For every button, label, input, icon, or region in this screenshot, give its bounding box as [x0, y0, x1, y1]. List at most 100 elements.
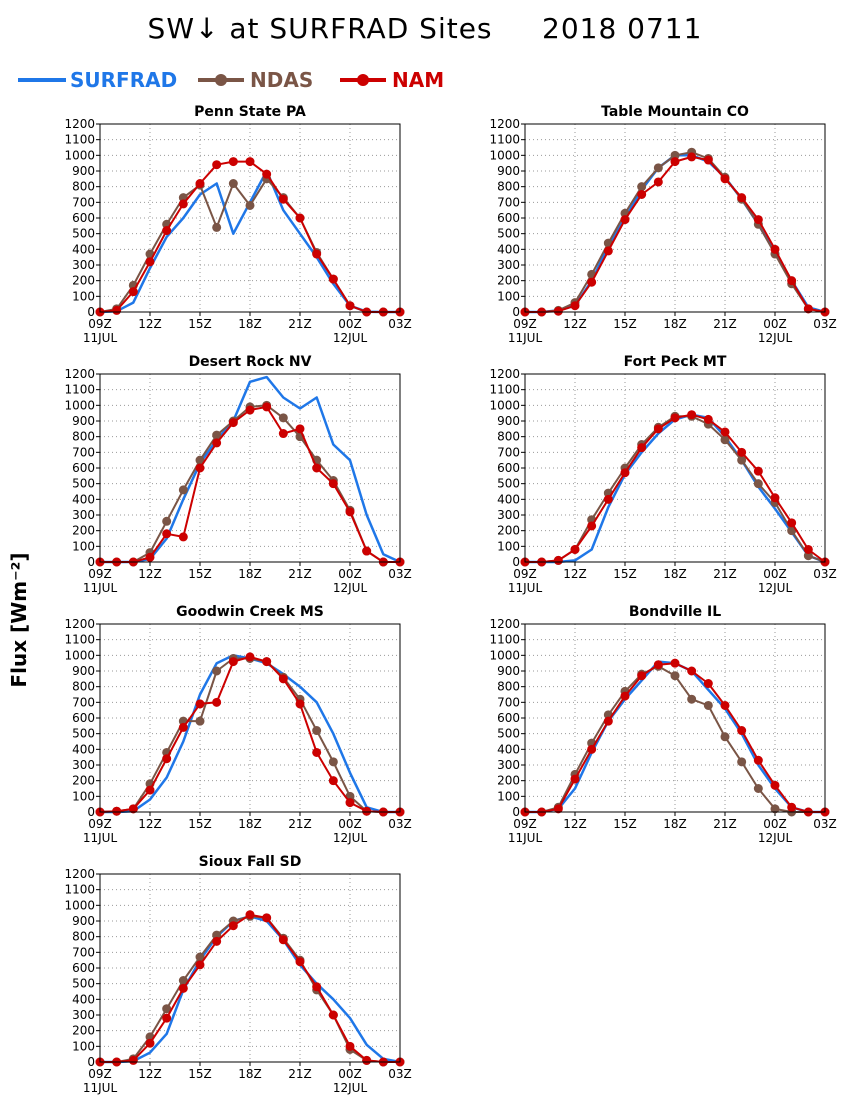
y-tick-label: 600	[72, 461, 95, 475]
y-tick-label: 500	[72, 477, 95, 491]
x-date-label: 11JUL	[508, 331, 543, 345]
data-point-nam	[262, 169, 272, 179]
data-point-nam	[178, 722, 188, 732]
x-tick-label: 09Z	[513, 817, 537, 831]
y-tick-label: 200	[497, 774, 520, 788]
x-date-label: 11JUL	[83, 331, 118, 345]
y-tick-label: 0	[87, 305, 95, 319]
y-tick-label: 700	[497, 695, 520, 709]
y-tick-label: 500	[72, 227, 95, 241]
data-point-nam	[653, 660, 663, 670]
x-tick-label: 09Z	[88, 1067, 112, 1081]
data-point-ndas	[637, 182, 647, 192]
legend-item-nam: NAM	[338, 64, 448, 96]
y-tick-label: 1100	[64, 133, 95, 147]
y-tick-label: 1100	[64, 383, 95, 397]
y-tick-label: 1000	[489, 648, 520, 662]
data-point-nam	[312, 249, 322, 259]
data-point-nam	[328, 776, 338, 786]
y-tick-label: 600	[72, 961, 95, 975]
y-tick-label: 1100	[64, 883, 95, 897]
y-tick-label: 0	[87, 555, 95, 569]
y-tick-label: 100	[72, 789, 95, 803]
x-tick-label: 15Z	[613, 317, 637, 331]
x-tick-label: 18Z	[238, 1067, 262, 1081]
y-tick-label: 200	[72, 774, 95, 788]
data-point-nam	[362, 546, 372, 556]
plot-frame	[99, 623, 401, 813]
y-tick-label: 1000	[64, 148, 95, 162]
grid	[525, 124, 825, 312]
data-point-nam	[262, 657, 272, 667]
x-date-label: 11JUL	[83, 1081, 118, 1095]
data-point-ndas	[720, 435, 730, 445]
data-point-nam	[162, 226, 172, 236]
data-point-nam	[128, 287, 138, 297]
y-tick-label: 100	[497, 789, 520, 803]
panel-title: Goodwin Creek MS	[176, 604, 324, 620]
y-tick-label: 1100	[489, 633, 520, 647]
x-tick-label: 03Z	[813, 817, 837, 831]
x-tick-label: 21Z	[288, 317, 312, 331]
data-point-nam	[278, 674, 288, 684]
x-date-label: 12JUL	[333, 1081, 368, 1095]
data-point-nam	[162, 1013, 172, 1023]
y-tick-label: 400	[497, 492, 520, 506]
y-tick-label: 200	[72, 524, 95, 538]
data-point-nam	[245, 910, 255, 920]
data-point-nam	[162, 529, 172, 539]
data-point-nam	[770, 244, 780, 254]
data-point-nam	[770, 493, 780, 503]
x-tick-label: 00Z	[763, 567, 787, 581]
y-tick-label: 800	[497, 180, 520, 194]
y-tick-label: 100	[72, 1039, 95, 1053]
data-point-ndas	[228, 179, 238, 189]
y-tick-label: 800	[72, 430, 95, 444]
x-tick-label: 18Z	[238, 317, 262, 331]
data-point-ndas	[703, 700, 713, 710]
y-tick-label: 800	[72, 930, 95, 944]
data-point-ndas	[737, 757, 747, 767]
data-point-nam	[703, 414, 713, 424]
y-tick-label: 200	[72, 1024, 95, 1038]
x-tick-label: 18Z	[663, 817, 687, 831]
x-tick-label: 15Z	[613, 567, 637, 581]
data-point-ndas	[653, 163, 663, 173]
data-point-nam	[603, 246, 613, 256]
data-point-nam	[262, 913, 272, 923]
panel-title: Desert Rock NV	[189, 354, 312, 370]
data-point-ndas	[212, 430, 222, 440]
y-tick-label: 700	[497, 445, 520, 459]
data-point-ndas	[212, 666, 222, 676]
legend-label-ndas: NDAS	[250, 68, 314, 92]
data-point-nam	[803, 304, 813, 314]
data-point-nam	[128, 804, 138, 814]
data-point-ndas	[687, 694, 697, 704]
data-point-ndas	[195, 716, 205, 726]
y-tick-label: 0	[512, 555, 520, 569]
x-tick-label: 03Z	[388, 317, 412, 331]
y-tick-label: 1200	[64, 867, 95, 881]
x-tick-label: 21Z	[288, 1067, 312, 1081]
data-point-nam	[703, 679, 713, 689]
x-tick-label: 09Z	[88, 317, 112, 331]
data-point-nam	[553, 555, 563, 565]
data-point-nam	[570, 544, 580, 554]
data-point-ndas	[770, 804, 780, 814]
data-point-nam	[228, 418, 238, 428]
data-point-nam	[362, 1055, 372, 1065]
x-tick-label: 18Z	[663, 317, 687, 331]
data-point-nam	[195, 179, 205, 189]
legend-swatch-ndas	[198, 74, 244, 86]
x-tick-label: 09Z	[513, 567, 537, 581]
data-point-nam	[687, 152, 697, 162]
y-tick-label: 700	[72, 945, 95, 959]
y-tick-label: 700	[72, 445, 95, 459]
x-tick-label: 00Z	[338, 317, 362, 331]
y-tick-label: 1100	[489, 133, 520, 147]
y-tick-label: 300	[72, 1008, 95, 1022]
data-point-nam	[720, 174, 730, 184]
